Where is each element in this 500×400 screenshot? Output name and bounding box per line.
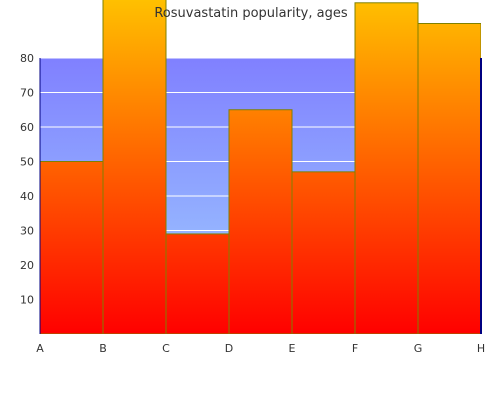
x-tick-label-A: A bbox=[36, 342, 44, 355]
front-band-F bbox=[354, 2, 419, 334]
front-band-B bbox=[102, 0, 167, 334]
y-tick-label-60: 60 bbox=[20, 121, 34, 134]
chart-title: Rosuvastatin popularity, ages bbox=[154, 6, 347, 21]
y-tick-label-50: 50 bbox=[20, 156, 34, 169]
y-tick-label-70: 70 bbox=[20, 87, 34, 100]
x-tick-label-D: D bbox=[225, 342, 233, 355]
front-band-G bbox=[417, 23, 481, 334]
front-band-A bbox=[40, 161, 104, 334]
y-tick-label-10: 10 bbox=[20, 294, 34, 307]
x-tick-label-B: B bbox=[99, 342, 107, 355]
x-tick-label-F: F bbox=[352, 342, 358, 355]
x-tick-labels: A B C D E F G H bbox=[36, 342, 485, 355]
y-tick-label-30: 30 bbox=[20, 225, 34, 238]
front-band-D bbox=[228, 109, 293, 334]
y-tick-label-40: 40 bbox=[20, 190, 34, 203]
x-tick-label-C: C bbox=[162, 342, 170, 355]
y-tick-labels: 10 20 30 40 50 60 70 80 bbox=[20, 52, 34, 307]
y-tick-label-80: 80 bbox=[20, 52, 34, 65]
x-tick-label-H: H bbox=[477, 342, 485, 355]
front-band-E bbox=[291, 171, 356, 334]
y-tick-label-20: 20 bbox=[20, 259, 34, 272]
x-tick-label-G: G bbox=[414, 342, 423, 355]
front-band-C bbox=[165, 233, 230, 334]
x-tick-label-E: E bbox=[289, 342, 296, 355]
front-area-series bbox=[40, 0, 481, 334]
